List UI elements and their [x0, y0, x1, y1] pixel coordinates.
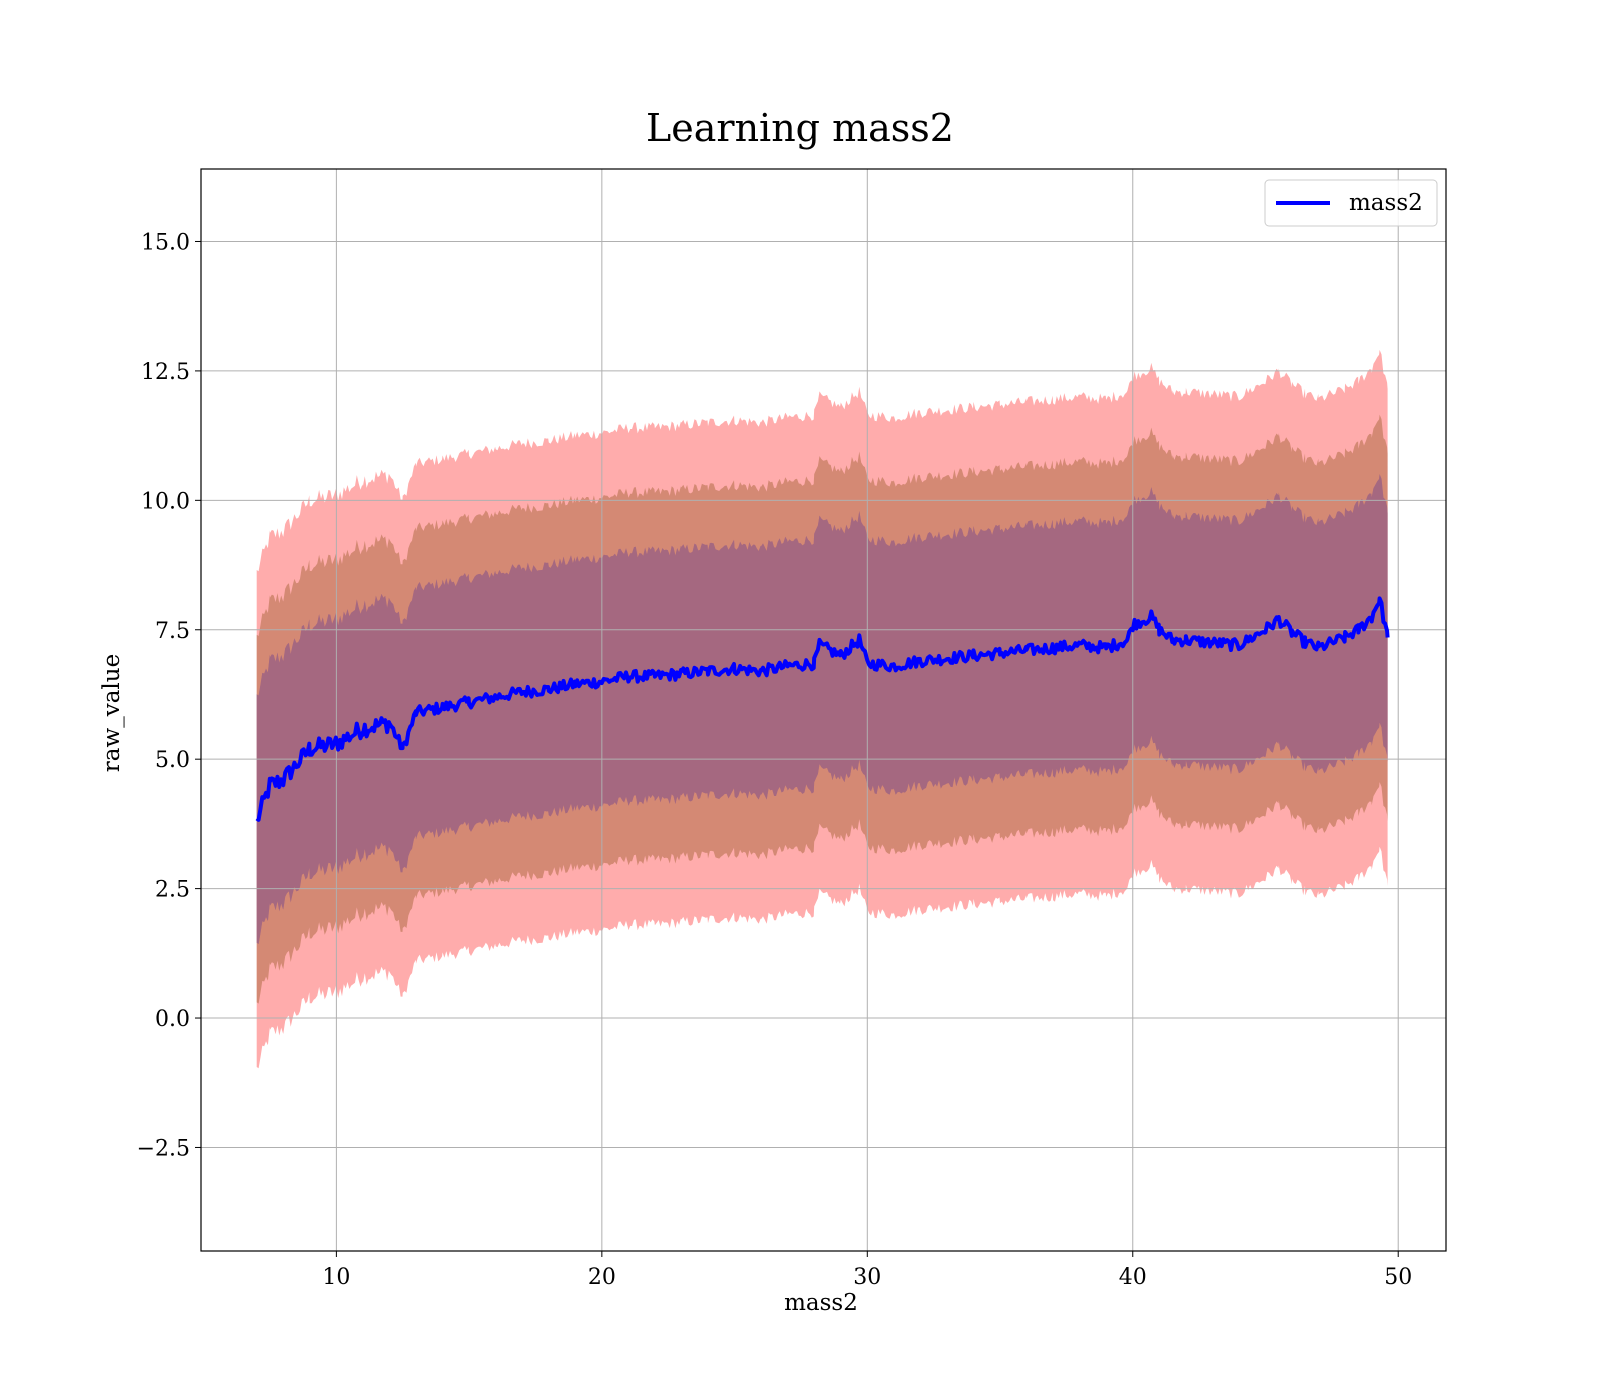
x-tick-label: 50: [1384, 1265, 1412, 1290]
band-core: [256, 474, 1388, 944]
legend: mass2: [1264, 179, 1438, 227]
y-tick-label: 5.0: [155, 748, 190, 773]
x-tick-label: 30: [853, 1265, 881, 1290]
x-tick-label: 10: [322, 1265, 350, 1290]
y-tick-label: 10.0: [141, 489, 190, 514]
grid-lines: [201, 169, 1446, 1251]
y-tick-label: −2.5: [137, 1136, 190, 1161]
y-tick-label: 12.5: [141, 360, 190, 385]
legend-label-mass2: mass2: [1349, 190, 1423, 216]
y-tick-label: 2.5: [155, 878, 190, 903]
y-tick-label: 0.0: [155, 1007, 190, 1032]
y-tick-label: 7.5: [155, 619, 190, 644]
x-tick-label: 20: [588, 1265, 616, 1290]
series-line-mass2: [255, 596, 1390, 822]
y-axis-label: raw_value: [99, 654, 125, 772]
x-axis-ticks: 10 20 30 40 50: [322, 1251, 1412, 1290]
plot-frame: [200, 168, 1447, 1252]
y-tick-label: 15.0: [141, 230, 190, 255]
series-line-layer: [255, 596, 1390, 822]
x-axis-label: mass2: [784, 1290, 858, 1316]
y-axis-ticks: −2.5 0.0 2.5 5.0 7.5 10.0 12.5 15.0: [137, 230, 201, 1161]
chart-title: Learning mass2: [646, 106, 954, 150]
x-tick-label: 40: [1119, 1265, 1147, 1290]
legend-box: [1264, 179, 1438, 227]
